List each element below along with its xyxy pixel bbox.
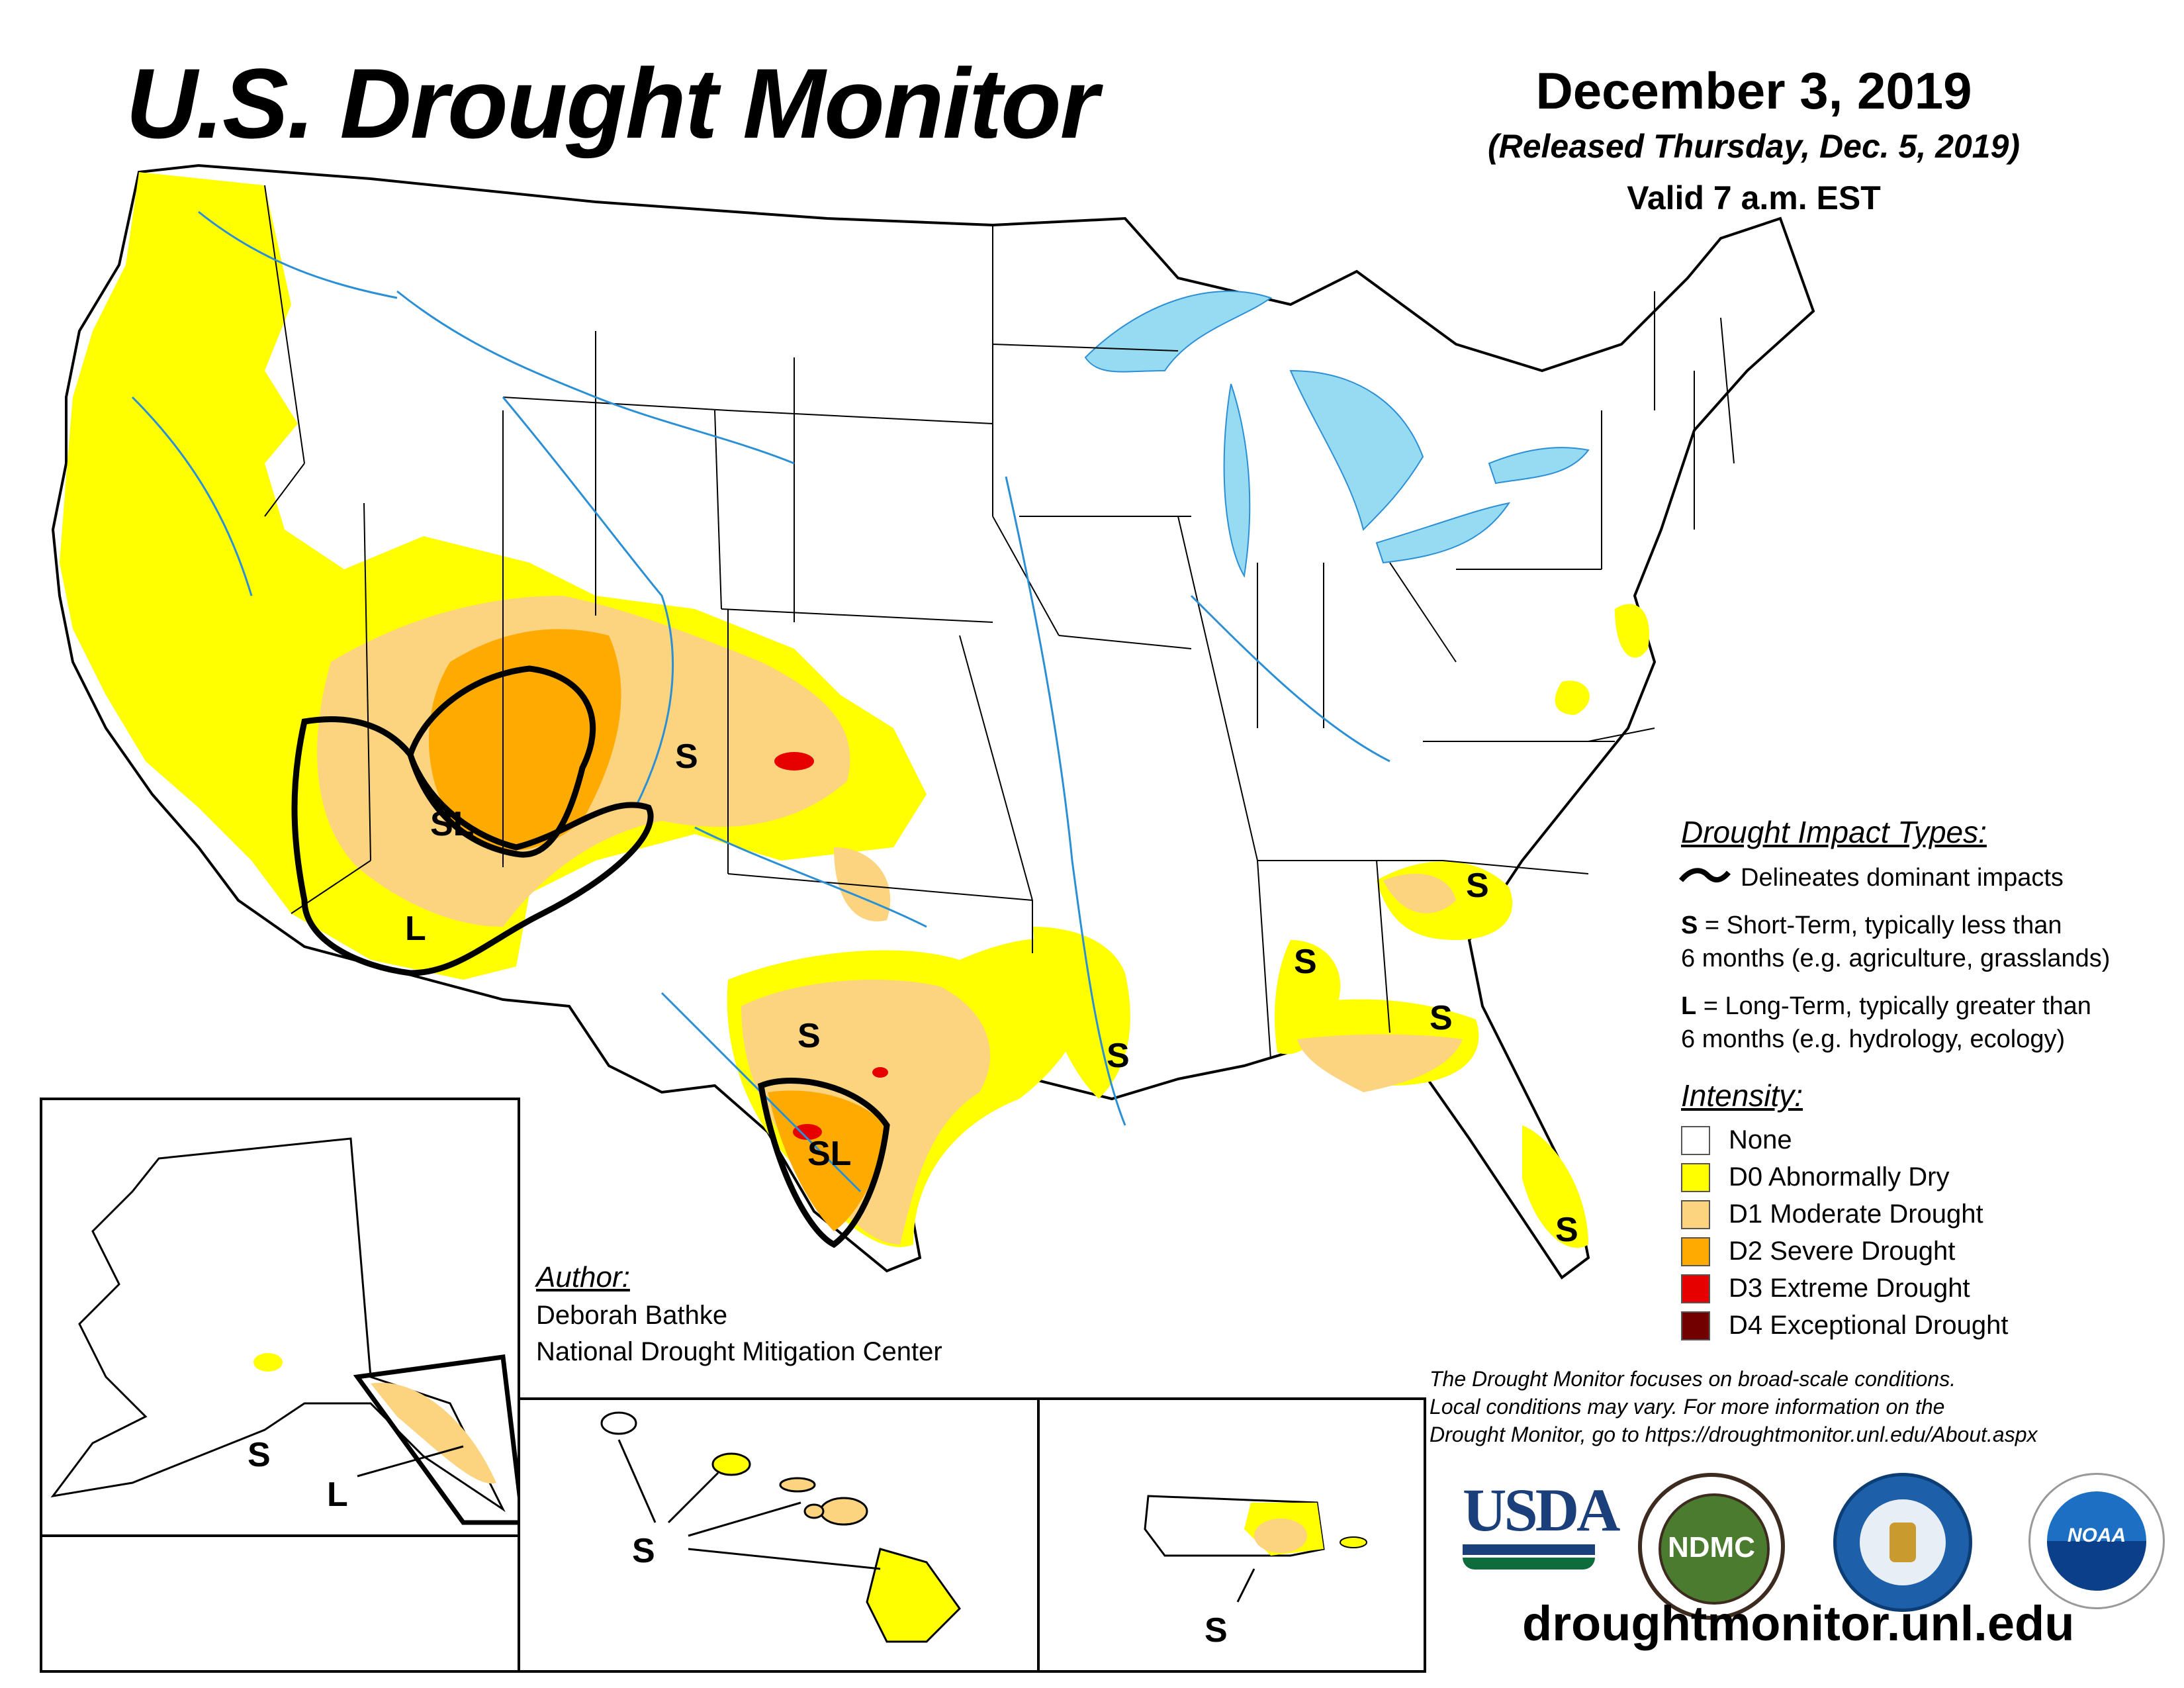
author-heading: Author: [536,1261,630,1293]
label-s-alabama: S [1294,943,1317,981]
intensity-label: D4 Exceptional Drought [1729,1311,2009,1340]
swatch-d3 [1681,1274,1710,1303]
intensity-item-d1: D1 Moderate Drought [1681,1199,1983,1229]
map-date: December 3, 2019 [1535,62,1972,120]
website-url[interactable]: droughtmonitor.unl.edu [1522,1596,2075,1651]
author-org: National Drought Mitigation Center [536,1337,942,1366]
impact-long-term-line1: L = Long-Term, typically greater than [1681,989,2091,1023]
swatch-d2 [1681,1237,1710,1266]
label-l-arizona: L [405,910,426,948]
label-s-florida: S [1555,1211,1578,1249]
map-title: U.S. Drought Monitor [126,48,1099,159]
noaa-logo: NOAA [2028,1473,2165,1609]
long-term-prefix: L [1681,992,1697,1020]
valid-time: Valid 7 a.m. EST [1627,179,1881,216]
noaa-wordmark: NOAA [2067,1524,2126,1546]
label-sl-texas: SL [807,1135,851,1173]
label-s-puerto-rico: S [1205,1611,1228,1650]
swatch-none [1681,1125,1710,1155]
swatch-d1 [1681,1199,1710,1229]
label-s-louisiana: S [1107,1037,1130,1075]
disclaimer-line: The Drought Monitor focuses on broad-sca… [1430,1367,1956,1391]
label-s-georgia: S [1430,999,1453,1037]
label-s-alaska: S [248,1436,271,1474]
impact-short-term-line1: S = Short-Term, typically less than [1681,908,2062,943]
alaska-shape [50,1137,506,1513]
impact-outlines [291,665,890,1248]
disclaimer: The Drought Monitor focuses on broad-sca… [1430,1365,2171,1448]
short-term-prefix: S [1681,912,1698,939]
label-sl-southwest: SL [430,805,474,843]
intensity-label: D2 Severe Drought [1729,1237,1956,1266]
label-s-colorado: S [675,737,698,776]
state-borders [264,185,1735,1060]
hawaii-islands [600,1411,961,1643]
intensity-label: D0 Abnormally Dry [1729,1162,1950,1192]
author-name: Deborah Bathke [536,1301,728,1330]
hawaii-inset-frame [518,1397,1040,1673]
intensity-label: D3 Extreme Drought [1729,1274,1970,1303]
intensity-item-d3: D3 Extreme Drought [1681,1274,1970,1303]
impact-line-symbol [1678,868,1731,882]
impact-short-term-line2: 6 months (e.g. agriculture, grasslands) [1681,945,2111,972]
impact-delineates-text: Delineates dominant impacts [1741,864,2064,892]
intensity-label: None [1729,1125,1792,1154]
label-l-alaska: L [327,1476,348,1514]
intensity-item-d2: D2 Severe Drought [1681,1237,1955,1266]
label-s-carolina: S [1466,867,1489,905]
ndmc-logo: NDMC [1638,1473,1785,1620]
impact-types-heading: Drought Impact Types: [1681,815,1987,849]
long-term-desc: = Long-Term, typically greater than [1696,992,2091,1020]
d3-areas [774,752,888,1140]
label-s-hawaii: S [632,1532,655,1570]
intensity-heading: Intensity: [1681,1078,1803,1113]
label-s-texas: S [797,1017,821,1055]
intensity-label: D1 Moderate Drought [1729,1199,1983,1229]
usda-logo: USDA [1463,1476,1620,1579]
impact-long-term-line2: 6 months (e.g. hydrology, ecology) [1681,1025,2066,1053]
intensity-item-none: None [1681,1125,1792,1155]
disclaimer-line: Drought Monitor, go to https://droughtmo… [1430,1423,2038,1446]
disclaimer-line: Local conditions may vary. For more info… [1430,1395,1945,1419]
swatch-d4 [1681,1311,1710,1340]
doc-seal [1833,1473,1972,1612]
intensity-item-d0: D0 Abnormally Dry [1681,1162,1949,1192]
ndmc-wordmark: NDMC [1668,1531,1755,1564]
intensity-item-d4: D4 Exceptional Drought [1681,1311,2008,1340]
short-term-desc: = Short-Term, typically less than [1698,912,2062,939]
great-lakes [1084,291,1590,578]
swatch-d0 [1681,1162,1710,1192]
usda-wordmark: USDA [1463,1476,1620,1544]
release-date: (Released Thursday, Dec. 5, 2019) [1487,128,2021,165]
